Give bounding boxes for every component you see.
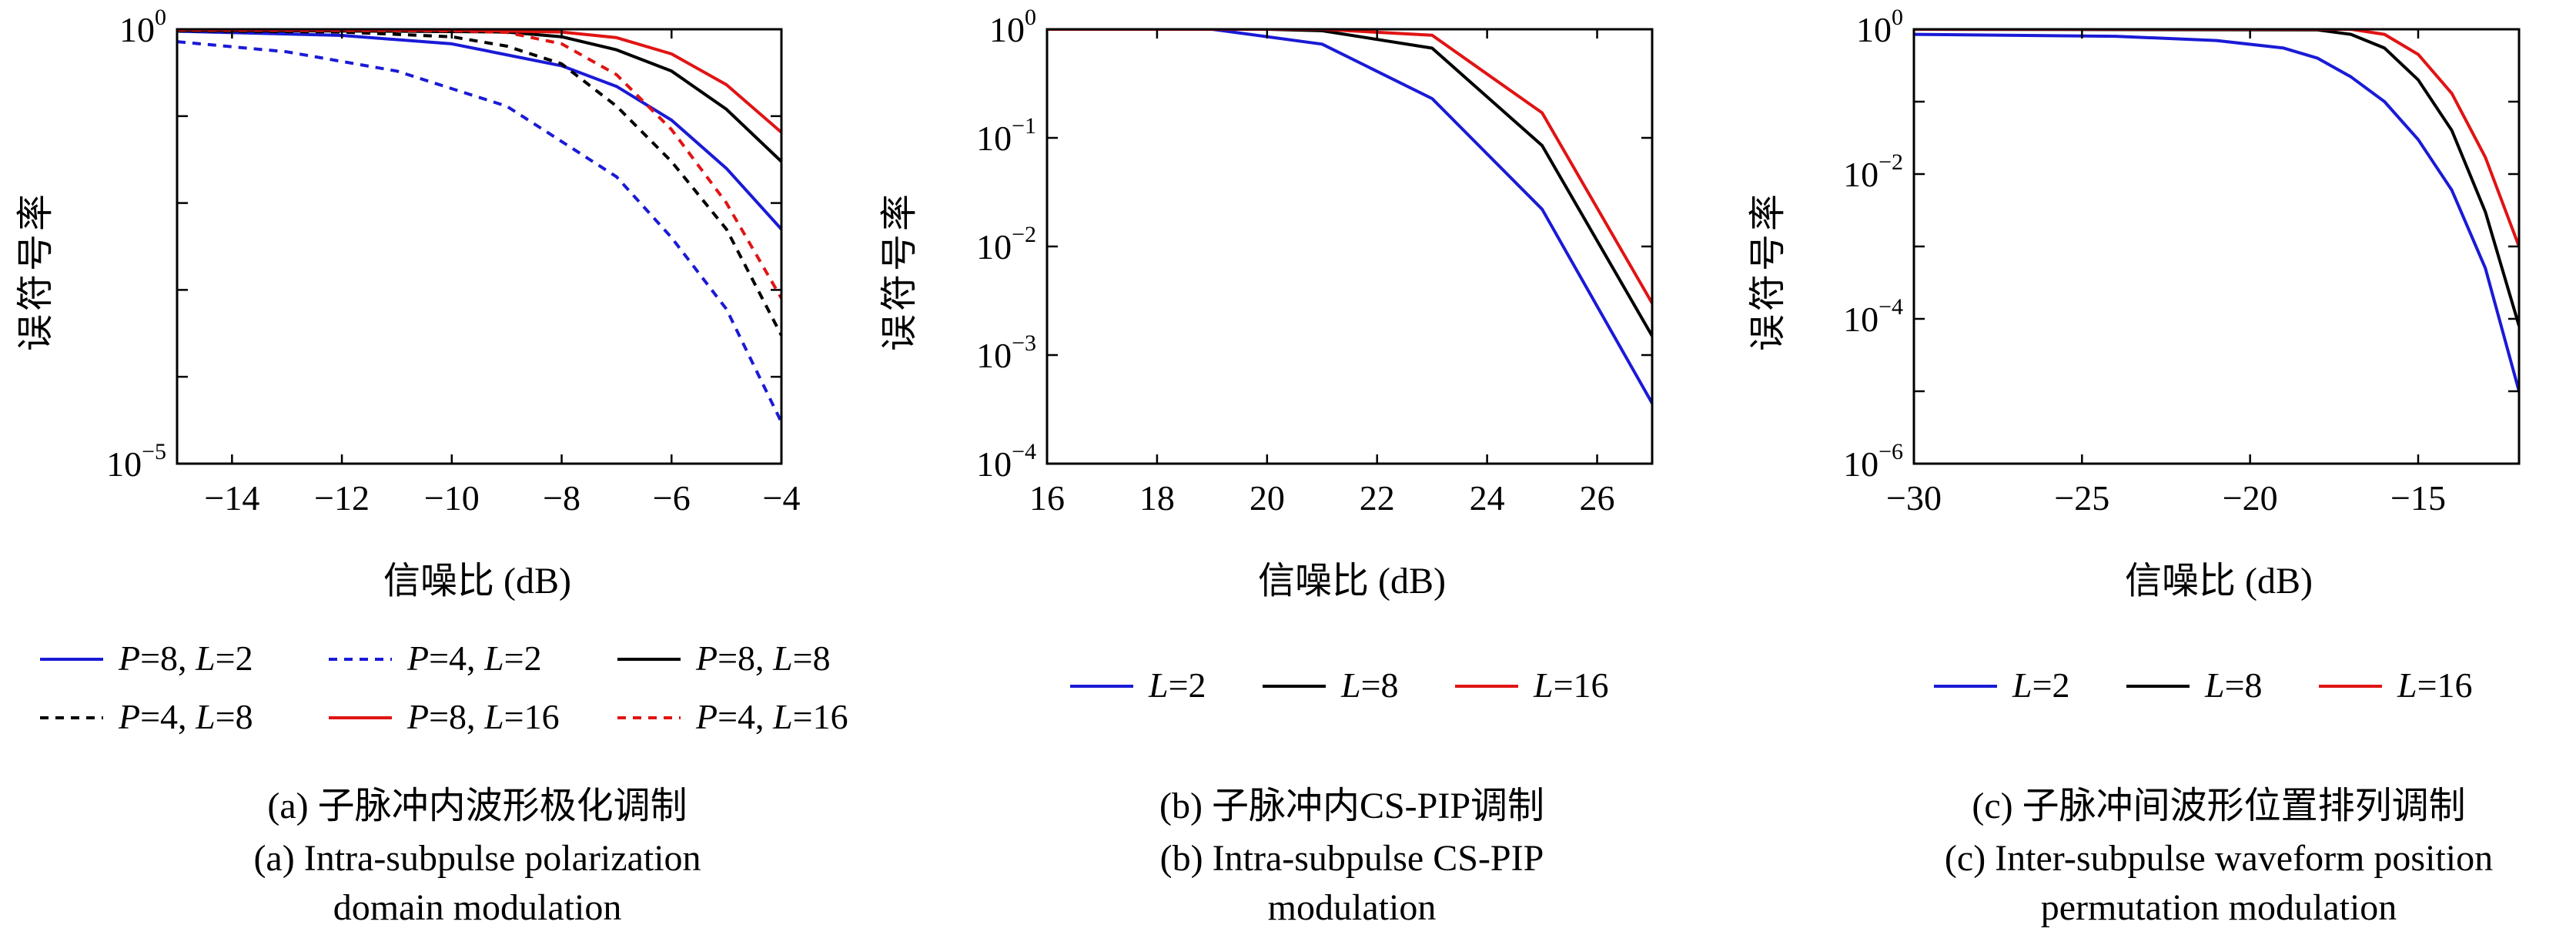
legend-item-c: L=8 <box>2126 665 2263 705</box>
plot-area-a: −14 −12 −10 −8 −6 −4 100 10−5 <box>106 5 800 518</box>
y-tick-label-c: 100 <box>1856 5 1903 49</box>
x-tick-label-a: −10 <box>424 478 480 518</box>
y-tick-label-a: 10−5 <box>106 439 166 484</box>
legend-item-b: L=16 <box>1455 665 1609 705</box>
legend-label-b: L=2 <box>1148 665 1206 705</box>
series-line-b-3 <box>1047 29 1652 304</box>
x-tick-label-b: 20 <box>1250 478 1285 518</box>
y-tick-label-a: 100 <box>119 5 166 49</box>
x-tick-label-b: 16 <box>1029 478 1065 518</box>
x-tick-label-a: −12 <box>314 478 370 518</box>
x-tick-label-a: −8 <box>543 478 580 518</box>
legend-item-a: P=4, L=16 <box>617 697 848 736</box>
caption-c-line-3: permutation modulation <box>2041 887 2397 928</box>
x-tick-label-a: −4 <box>763 478 801 518</box>
series-line-c-3 <box>1914 29 2519 247</box>
legend-label-a: P=4, L=8 <box>118 697 253 736</box>
series-line-a-6 <box>177 29 781 300</box>
caption-b-line-2: (b) Intra-subpulse CS-PIP <box>1160 838 1544 879</box>
x-tick-label-c: −25 <box>2054 478 2109 518</box>
x-axis-label-c: 信噪比 (dB) <box>2125 561 2313 602</box>
y-tick-label-b: 10−3 <box>976 330 1036 375</box>
series-line-a-1 <box>177 29 781 230</box>
y-tick-label-c: 10−2 <box>1843 149 1903 194</box>
caption-c-line-2: (c) Inter-subpulse waveform position <box>1945 838 2493 879</box>
series-line-b-1 <box>1047 29 1652 404</box>
legend-label-a: P=8, L=16 <box>406 697 560 736</box>
series-line-a-2 <box>177 40 781 424</box>
x-tick-label-c: −15 <box>2390 478 2446 518</box>
plot-area-b: 16 18 20 22 24 26 100 10−1 10−2 10−3 10−4 <box>976 5 1654 518</box>
x-tick-label-b: 24 <box>1470 478 1505 518</box>
panel-b: 16 18 20 22 24 26 100 10−1 10−2 10−3 10−4 误符号率 信噪比… <box>879 5 1654 928</box>
legend-label-c: L=8 <box>2204 665 2263 705</box>
legend-label-b: L=8 <box>1340 665 1399 705</box>
caption-a-line-3: domain modulation <box>333 887 622 928</box>
y-tick-label-b: 10−1 <box>976 113 1036 158</box>
caption-b-line-3: modulation <box>1268 887 1437 928</box>
legend-label-b: L=16 <box>1533 665 1609 705</box>
legend-label-c: L=16 <box>2397 665 2473 705</box>
legend-item-a: P=8, L=2 <box>40 638 253 678</box>
series-line-c-1 <box>1914 32 2519 392</box>
panel-a: −14 −12 −10 −8 −6 −4 100 10−5 误符号率 信噪比 (dB) P=8… <box>15 5 848 928</box>
y-axis-label-c: 误符号率 <box>1748 191 1788 351</box>
caption-c: (c) 子脉冲间波形位置排列调制 (c) Inter-subpulse wave… <box>1945 786 2493 928</box>
plot-frame-b <box>1045 28 1654 465</box>
caption-b-line-1: (b) 子脉冲内CS-PIP调制 <box>1159 786 1544 826</box>
x-tick-label-b: 18 <box>1139 478 1175 518</box>
plot-frame-a <box>176 28 783 465</box>
y-tick-label-b: 100 <box>989 5 1036 49</box>
y-tick-label-b: 10−4 <box>976 439 1036 484</box>
x-axis-label-a: 信噪比 (dB) <box>383 561 571 602</box>
legend-item-c: L=16 <box>2319 665 2473 705</box>
series-line-a-5 <box>177 29 781 134</box>
legend-label-a: P=8, L=2 <box>118 638 253 678</box>
y-tick-label-c: 10−4 <box>1843 294 1903 339</box>
legend-label-a: P=4, L=2 <box>406 638 542 678</box>
legend-item-b: L=8 <box>1263 665 1399 705</box>
legend-label-c: L=2 <box>2012 665 2070 705</box>
y-axis-label-a: 误符号率 <box>15 191 56 351</box>
y-tick-label-b: 10−2 <box>976 222 1036 266</box>
x-axis-label-b: 信噪比 (dB) <box>1258 561 1446 602</box>
series-line-c-2 <box>1914 29 2519 327</box>
legend-label-a: P=4, L=16 <box>695 697 848 736</box>
x-tick-label-c: −20 <box>2223 478 2278 518</box>
caption-a-line-2: (a) Intra-subpulse polarization <box>253 838 701 879</box>
x-tick-label-a: −14 <box>204 478 259 518</box>
caption-a-line-1: (a) 子脉冲内波形极化调制 <box>267 786 687 826</box>
caption-c-line-1: (c) 子脉冲间波形位置排列调制 <box>1972 786 2465 826</box>
caption-b: (b) 子脉冲内CS-PIP调制 (b) Intra-subpulse CS-P… <box>1159 786 1544 928</box>
y-tick-label-c: 10−6 <box>1843 439 1903 484</box>
legend-item-a: P=8, L=8 <box>617 638 831 678</box>
legend-a: P=8, L=2 P=4, L=2 P=8, L=8 P=4, L=8 P=8, L=1… <box>40 638 848 736</box>
legend-b: L=2 L=8 L=16 <box>1070 665 1609 705</box>
legend-item-c: L=2 <box>1934 665 2070 705</box>
x-tick-label-b: 22 <box>1360 478 1395 518</box>
legend-label-a: P=8, L=8 <box>695 638 831 678</box>
legend-item-a: P=4, L=8 <box>40 697 253 736</box>
legend-item-a: P=8, L=16 <box>329 697 560 736</box>
x-tick-label-b: 26 <box>1580 478 1615 518</box>
series-line-a-4 <box>177 29 781 337</box>
x-tick-label-a: −6 <box>653 478 691 518</box>
caption-a: (a) 子脉冲内波形极化调制 (a) Intra-subpulse polari… <box>253 786 701 928</box>
legend-c: L=2 L=8 L=16 <box>1934 665 2473 705</box>
panel-c: −30 −25 −20 −15 100 10−2 10−4 10−6 误符号率 信噪比 (dB… <box>1748 5 2521 928</box>
legend-item-b: L=2 <box>1070 665 1206 705</box>
y-axis-label-b: 误符号率 <box>879 191 920 351</box>
series-line-b-2 <box>1047 29 1652 337</box>
x-tick-label-c: −30 <box>1886 478 1942 518</box>
legend-item-a: P=4, L=2 <box>329 638 542 678</box>
plot-area-c: −30 −25 −20 −15 100 10−2 10−4 10−6 <box>1843 5 2521 518</box>
